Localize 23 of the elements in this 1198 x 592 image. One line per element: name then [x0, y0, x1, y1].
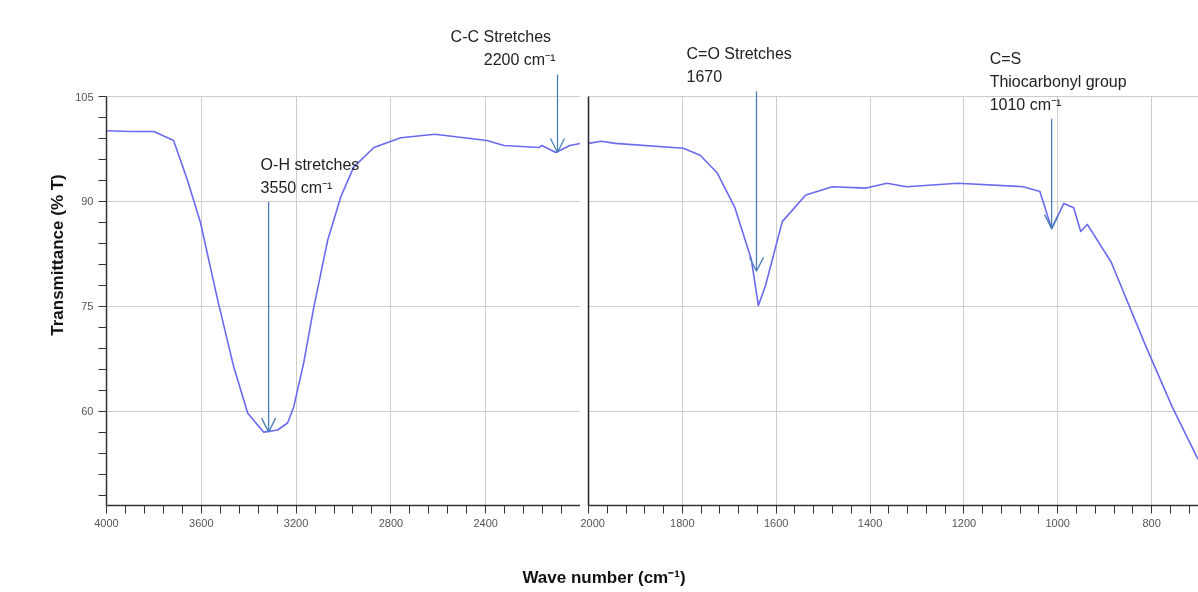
y-axis-title: Transmittance (% T) — [48, 174, 68, 336]
x-tick-label: 3600 — [189, 516, 214, 529]
y-tick-label: 90 — [81, 195, 94, 208]
annotation: O-H stretches 3550 cm⁻¹ — [260, 156, 360, 197]
x-tick-label: 4000 — [94, 516, 119, 529]
annotation: C-C Stretches 2200 cm⁻¹ — [450, 28, 556, 69]
x-tick-label: 1400 — [857, 516, 883, 529]
x-tick-label: 3200 — [283, 516, 309, 529]
annotation: C=O Stretches 1670 — [686, 45, 792, 86]
x-axis-title: Wave number (cm⁻¹) — [522, 567, 686, 589]
x-tick-label: 2400 — [473, 516, 498, 529]
x-tick-label: 2800 — [378, 516, 404, 529]
x-tick-label: 1800 — [670, 516, 695, 529]
x-tick-label: 1000 — [1045, 516, 1070, 529]
y-tick-label: 75 — [81, 300, 94, 313]
annotation: C=S Thiocarbonyl group 1010 cm⁻¹ — [989, 49, 1127, 113]
y-tick-label: 105 — [75, 90, 94, 103]
x-tick-label: 2000 — [580, 516, 605, 529]
y-tick-label: 60 — [81, 405, 94, 418]
x-tick-label: 800 — [1142, 516, 1161, 529]
x-tick-label: 1200 — [951, 516, 977, 529]
x-tick-label: 1600 — [763, 516, 789, 529]
line-series — [106, 129, 580, 433]
